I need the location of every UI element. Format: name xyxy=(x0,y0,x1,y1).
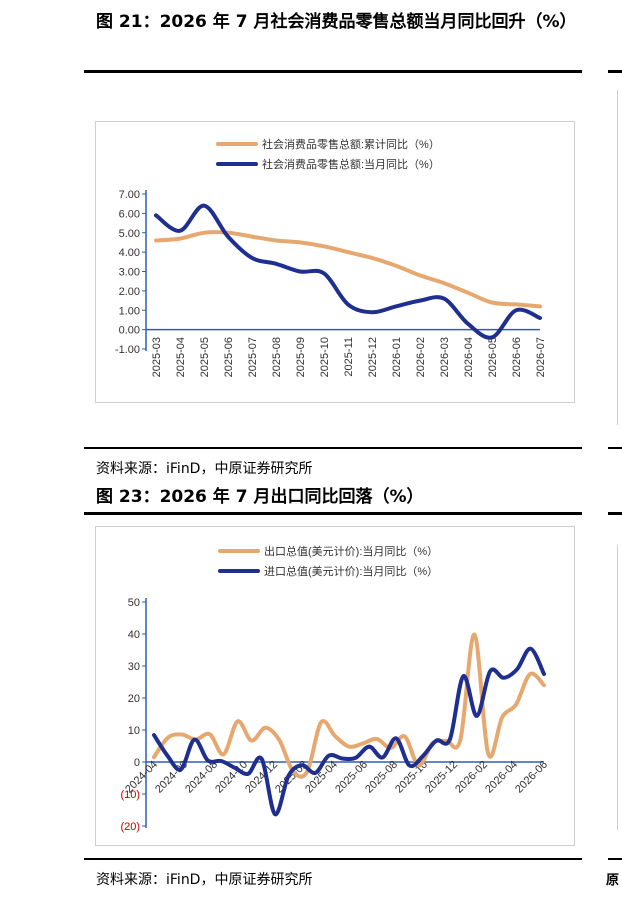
right-column-rule xyxy=(608,858,622,860)
x-tick-label: 2026-02 xyxy=(415,337,427,377)
y-tick-label: 2.00 xyxy=(119,286,140,298)
x-tick-label: 2026-05 xyxy=(487,337,499,377)
x-tick-label: 2026-04 xyxy=(483,759,520,796)
y-tick-label: 1.00 xyxy=(119,305,140,317)
x-tick-label: 2026-06 xyxy=(513,759,550,796)
series-line-2 xyxy=(154,203,542,340)
y-tick-label: 30 xyxy=(128,661,140,673)
figure-21-bottom-rule xyxy=(84,447,582,449)
right-column-frame-edge xyxy=(617,545,618,830)
figure-21-chart-frame: 社会消费品零售总额:累计同比（%） 社会消费品零售总额:当月同比（%） 7.00 6.… xyxy=(95,121,575,403)
x-tick-label: 2025-12 xyxy=(423,759,460,796)
y-tick-label: 0 xyxy=(134,757,140,769)
x-tick-label: 2025-06 xyxy=(223,337,235,377)
series-line-2 xyxy=(152,646,546,817)
x-tick-label: 2025-08 xyxy=(363,759,400,796)
x-tick-label: 2026-06 xyxy=(511,337,523,377)
y-tick-label: 7.00 xyxy=(119,189,140,201)
y-tick-label: 10 xyxy=(128,725,140,737)
y-tick-label: 6.00 xyxy=(119,208,140,220)
x-tick-label: 2025-12 xyxy=(367,337,379,377)
y-tick-label: 3.00 xyxy=(119,267,140,279)
figure-23-top-rule xyxy=(84,512,582,515)
y-tick-label: 20 xyxy=(128,693,140,705)
y-tick-label: 5.00 xyxy=(119,228,140,240)
x-tick-label: 2025-09 xyxy=(295,337,307,377)
y-tick-label: (10) xyxy=(120,789,140,801)
series-line-1 xyxy=(152,632,546,779)
x-tick-label: 2026-07 xyxy=(535,337,547,377)
legend-label-1: 出口总值(美元计价):当月同比（%） xyxy=(264,544,438,558)
legend-label-2: 社会消费品零售总额:当月同比（%） xyxy=(262,157,440,171)
x-tick-label: 2025-04 xyxy=(175,337,187,377)
right-column-rule xyxy=(608,447,622,449)
x-tick-label: 2025-08 xyxy=(271,337,283,377)
x-tick-label: 2024-08 xyxy=(183,759,220,796)
x-tick-label: 2025-11 xyxy=(343,337,355,377)
right-column-rule xyxy=(608,512,622,515)
x-tick-label: 2025-06 xyxy=(333,759,370,796)
figure-21-source: 资料来源：iFinD，中原证券研究所 xyxy=(96,461,313,477)
figure-23-bottom-rule xyxy=(84,858,582,860)
x-tick-label: 2025-05 xyxy=(199,337,211,377)
x-tick-label: 2025-07 xyxy=(247,337,259,377)
x-tick-label: 2025-10 xyxy=(319,337,331,377)
figure-23-chart-frame: 出口总值(美元计价):当月同比（%） 进口总值(美元计价):当月同比（%） 50 40… xyxy=(95,526,575,846)
series-line-1 xyxy=(154,230,542,309)
figure-23-title: 图 23：2026 年 7 月出口同比回落（%） xyxy=(96,487,424,507)
right-column-text-fragment: 原 xyxy=(606,873,620,888)
legend-label-2: 进口总值(美元计价):当月同比（%） xyxy=(264,564,438,578)
legend-label-1: 社会消费品零售总额:累计同比（%） xyxy=(262,137,440,151)
x-tick-label: 2024-04 xyxy=(123,759,160,796)
x-tick-label: 2026-01 xyxy=(391,337,403,377)
y-tick-label: 40 xyxy=(128,629,140,641)
right-column-frame-edge xyxy=(617,90,618,425)
figure-21-top-rule xyxy=(84,70,582,73)
x-tick-label: 2025-03 xyxy=(151,337,163,377)
figure-21-title: 图 21：2026 年 7 月社会消费品零售总额当月同比回升（%） xyxy=(96,12,577,32)
x-tick-label: 2026-04 xyxy=(463,337,475,377)
y-tick-label: 4.00 xyxy=(119,247,140,259)
x-tick-label: 2026-03 xyxy=(439,337,451,377)
y-tick-label: -1.00 xyxy=(115,344,140,356)
figure-23-chart: 出口总值(美元计价):当月同比（%） 进口总值(美元计价):当月同比（%） 50 40… xyxy=(120,544,550,833)
y-tick-label: (20) xyxy=(120,821,140,833)
x-tick-label: 2026-02 xyxy=(453,759,490,796)
figure-23-source: 资料来源：iFinD，中原证券研究所 xyxy=(96,872,313,888)
figure-21-chart: 社会消费品零售总额:累计同比（%） 社会消费品零售总额:当月同比（%） 7.00 6.… xyxy=(115,137,547,377)
y-tick-label: 50 xyxy=(128,597,140,609)
right-column-top-rule xyxy=(608,70,622,73)
y-tick-label: 0.00 xyxy=(119,325,140,337)
